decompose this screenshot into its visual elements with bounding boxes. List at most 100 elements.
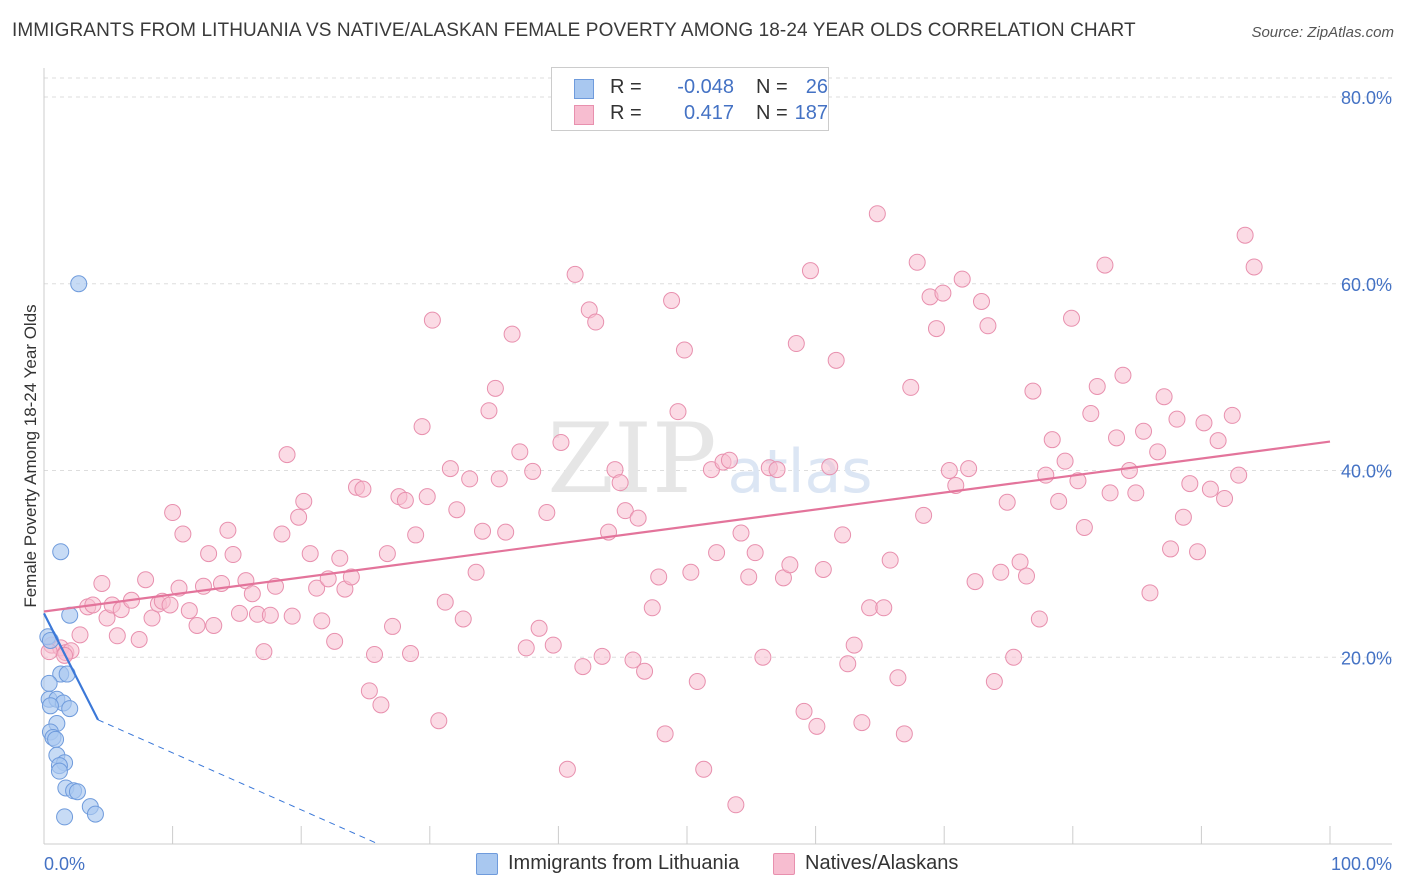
- native-point: [727, 796, 745, 814]
- native-point: [934, 284, 952, 302]
- native-point: [669, 403, 687, 421]
- native-point: [795, 702, 813, 720]
- source-label: Source: ZipAtlas.com: [1251, 24, 1394, 41]
- native-point: [1230, 466, 1248, 484]
- native-point: [407, 526, 425, 544]
- lithuania-points: [39, 275, 104, 826]
- native-point: [224, 546, 242, 564]
- y-axis-label: Female Poverty Among 18-24 Year Olds: [21, 304, 40, 607]
- native-point: [503, 325, 521, 343]
- native-point: [467, 563, 485, 581]
- native-point: [1195, 414, 1213, 432]
- legend-r-value: 0.417: [683, 102, 734, 124]
- native-point: [480, 402, 498, 420]
- native-point: [436, 593, 454, 611]
- trend-lines: [43, 440, 1331, 845]
- native-point: [1108, 429, 1126, 447]
- native-point: [301, 545, 319, 563]
- native-point: [985, 673, 1003, 691]
- native-point: [629, 509, 647, 527]
- native-point: [530, 619, 548, 637]
- native-point: [574, 658, 592, 676]
- native-point: [1236, 226, 1254, 244]
- native-point: [1201, 480, 1219, 498]
- native-point: [261, 606, 279, 624]
- native-point: [746, 544, 764, 562]
- native-point: [1030, 610, 1048, 628]
- native-point: [834, 526, 852, 544]
- native-point: [1135, 422, 1153, 440]
- native-point: [418, 488, 436, 506]
- native-point: [1082, 405, 1100, 423]
- native-point: [544, 636, 562, 654]
- native-point: [966, 573, 984, 591]
- native-point: [656, 725, 674, 743]
- native-point: [1127, 484, 1145, 502]
- native-point: [768, 461, 786, 479]
- natives-points: [40, 205, 1263, 814]
- native-point: [1075, 518, 1093, 536]
- grid-layer: [44, 77, 1392, 658]
- native-point: [1050, 492, 1068, 510]
- native-point: [71, 626, 89, 644]
- native-point: [490, 470, 508, 488]
- native-point: [1216, 490, 1234, 508]
- native-point: [402, 645, 420, 663]
- native-point: [643, 599, 661, 617]
- native-point: [845, 636, 863, 654]
- native-point: [611, 474, 629, 492]
- native-point: [915, 506, 933, 524]
- native-point: [295, 492, 313, 510]
- lithuania-point: [52, 543, 70, 561]
- native-point: [1101, 484, 1119, 502]
- native-point: [1120, 462, 1138, 479]
- native-point: [979, 317, 997, 335]
- native-point: [1018, 567, 1036, 585]
- legend-swatch-lithuania: [574, 79, 594, 99]
- native-point: [827, 351, 845, 369]
- native-point: [243, 585, 261, 603]
- native-point: [524, 462, 542, 480]
- native-point: [1024, 382, 1042, 400]
- native-point: [461, 470, 479, 488]
- native-point: [448, 501, 466, 519]
- legend-r-label: R =: [610, 102, 642, 124]
- native-point: [273, 525, 291, 543]
- legend-n-label: N =: [756, 76, 788, 98]
- tick-labels: 20.0% 40.0% 60.0% 80.0% 0.0% 100.0%: [44, 88, 1392, 874]
- native-point: [720, 451, 738, 469]
- native-point: [1096, 256, 1114, 274]
- native-point: [566, 265, 584, 283]
- legend-r-label: R =: [610, 76, 642, 98]
- native-point: [93, 574, 111, 592]
- native-point: [1189, 543, 1207, 561]
- native-point: [695, 760, 713, 778]
- native-point: [441, 460, 459, 478]
- native-point: [808, 717, 826, 735]
- native-point: [940, 462, 958, 479]
- bottom-legend-swatch-lithuania: [476, 853, 498, 875]
- native-point: [1056, 452, 1074, 470]
- native-point: [992, 563, 1010, 581]
- native-point: [413, 418, 431, 436]
- native-point: [331, 549, 349, 567]
- legend-n-value: 187: [794, 102, 828, 124]
- native-point: [161, 596, 179, 614]
- native-point: [174, 525, 192, 543]
- native-point: [616, 502, 634, 520]
- native-point: [1162, 540, 1180, 558]
- chart-title: IMMIGRANTS FROM LITHUANIA VS NATIVE/ALAS…: [12, 20, 1136, 41]
- native-point: [1069, 472, 1087, 490]
- native-point: [354, 480, 372, 498]
- native-point: [396, 491, 414, 509]
- native-point: [1114, 366, 1132, 384]
- native-point: [130, 631, 148, 649]
- legend-n-label: N =: [756, 102, 788, 124]
- native-point: [313, 612, 331, 630]
- lithuania-point: [86, 805, 104, 823]
- native-point: [1155, 388, 1173, 406]
- native-point: [853, 714, 871, 732]
- native-point: [624, 651, 642, 669]
- lithuania-point: [70, 275, 88, 293]
